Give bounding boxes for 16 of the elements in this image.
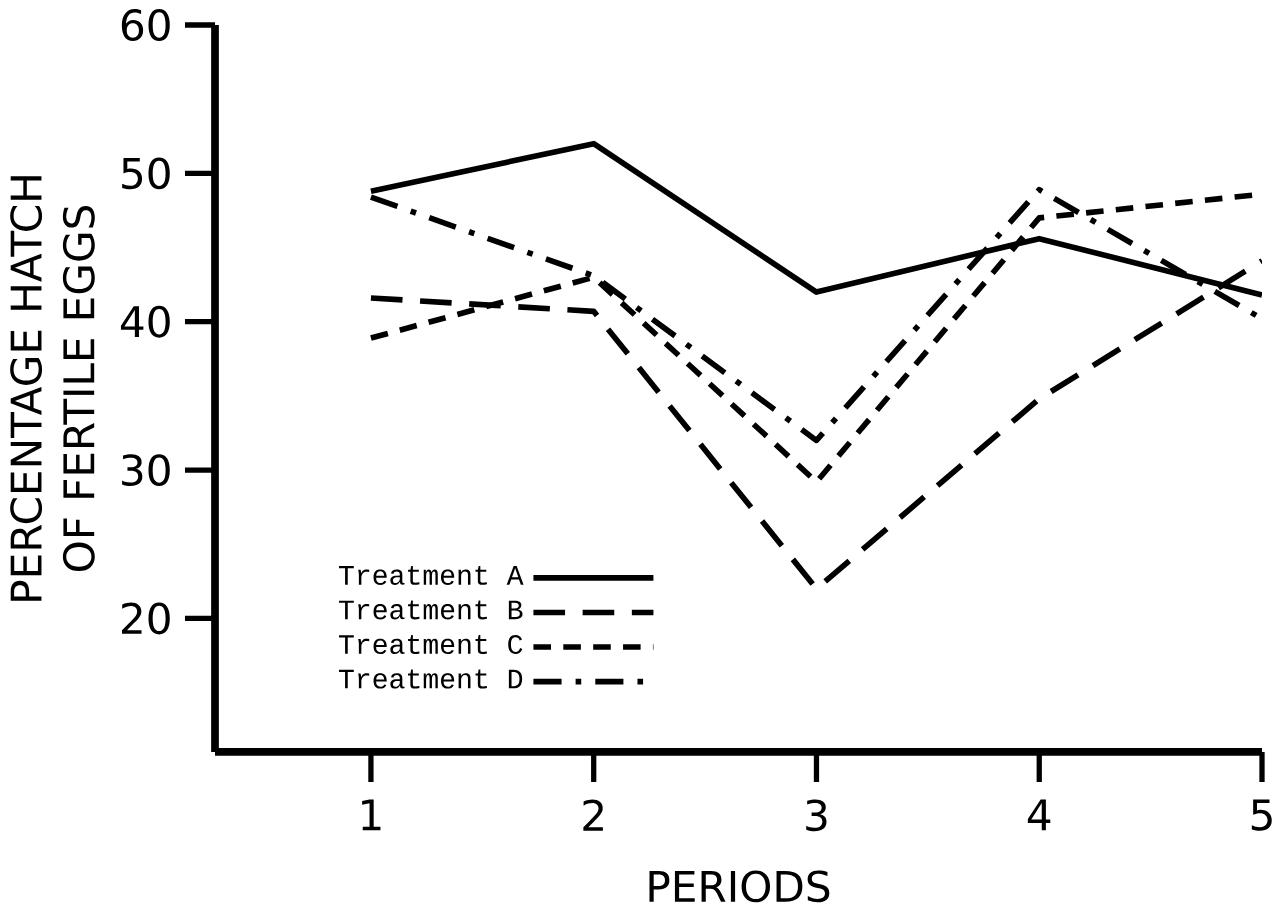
legend-label: Treatment A [339,565,524,585]
x-tick-label: 1 [362,799,381,831]
x-tick-label: 4 [1027,799,1051,831]
y-tick-label: 30 [122,454,170,487]
y-tick-label: 40 [120,305,170,338]
x-tick-label: 2 [583,799,603,831]
x-axis-title: PERIODS [649,870,830,903]
y-tick-label: 50 [122,157,170,190]
y-tick-label: 20 [122,602,170,635]
x-tick-label: 5 [1251,799,1272,831]
y-tick-label: 60 [121,9,170,41]
legend-label: Treatment B [339,600,523,620]
legend-label: Treatment D [339,669,523,689]
legend-label: Treatment C [339,635,523,655]
x-tick-label: 3 [806,799,827,832]
y-axis-title: PERCENTAGE HATCH OF FERTILE EGGS [10,176,95,601]
